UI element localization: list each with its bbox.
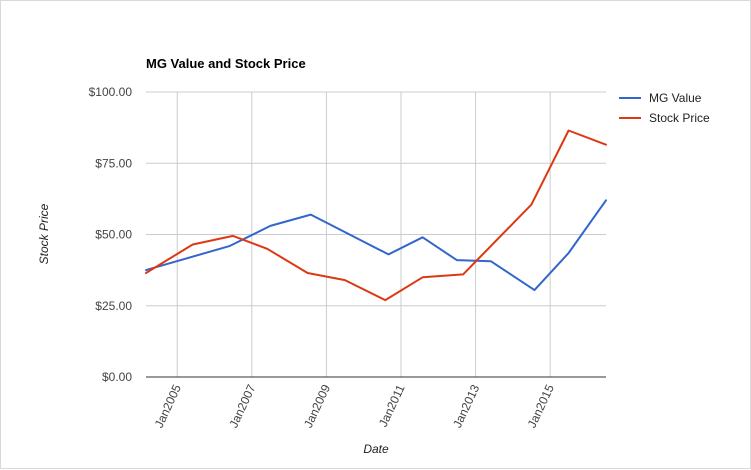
y-tick-label: $50.00	[95, 228, 132, 242]
data-point	[145, 272, 147, 274]
data-point	[534, 289, 536, 291]
data-point	[384, 299, 386, 301]
grid	[146, 91, 606, 377]
data-point	[344, 279, 346, 281]
data-point	[422, 276, 424, 278]
data-point	[605, 144, 607, 146]
y-tick-label: $100.00	[89, 85, 133, 99]
x-tick-label: Jan2015	[525, 382, 557, 430]
series-layer	[145, 129, 607, 302]
data-point	[266, 248, 268, 250]
data-point	[605, 199, 607, 201]
x-tick-label: Jan2013	[450, 382, 482, 430]
y-tick-label: $25.00	[95, 299, 132, 313]
data-point	[192, 244, 194, 246]
data-point	[310, 214, 312, 216]
legend-label: MG Value	[649, 91, 702, 105]
series-line-stock-price	[145, 129, 607, 302]
y-tick-label: $0.00	[102, 370, 132, 384]
legend: MG Value Stock Price	[619, 91, 710, 125]
data-point	[568, 130, 570, 132]
data-point	[307, 272, 309, 274]
tick-labels: $0.00 $25.00 $50.00 $75.00 $100.00 Jan2005 Jan…	[89, 85, 557, 430]
x-tick-label: Jan2009	[301, 382, 333, 430]
data-point	[232, 235, 234, 237]
chart-title: MG Value and Stock Price	[146, 56, 306, 71]
y-tick-label: $75.00	[95, 156, 132, 170]
data-point	[388, 253, 390, 255]
legend-label: Stock Price	[649, 111, 710, 125]
x-tick-label: Jan2007	[226, 382, 258, 430]
data-point	[530, 204, 532, 206]
series-line-mg-value	[145, 199, 607, 292]
y-axis-title: Stock Price	[37, 203, 51, 264]
x-tick-label: Jan2005	[152, 382, 184, 430]
data-point	[145, 269, 147, 271]
data-point	[568, 252, 570, 254]
data-point	[229, 245, 231, 247]
x-axis-title: Date	[363, 442, 389, 456]
data-point	[456, 259, 458, 261]
data-point	[422, 236, 424, 238]
data-point	[462, 273, 464, 275]
data-point	[269, 225, 271, 227]
x-tick-label: Jan2011	[376, 382, 408, 429]
data-point	[490, 260, 492, 262]
